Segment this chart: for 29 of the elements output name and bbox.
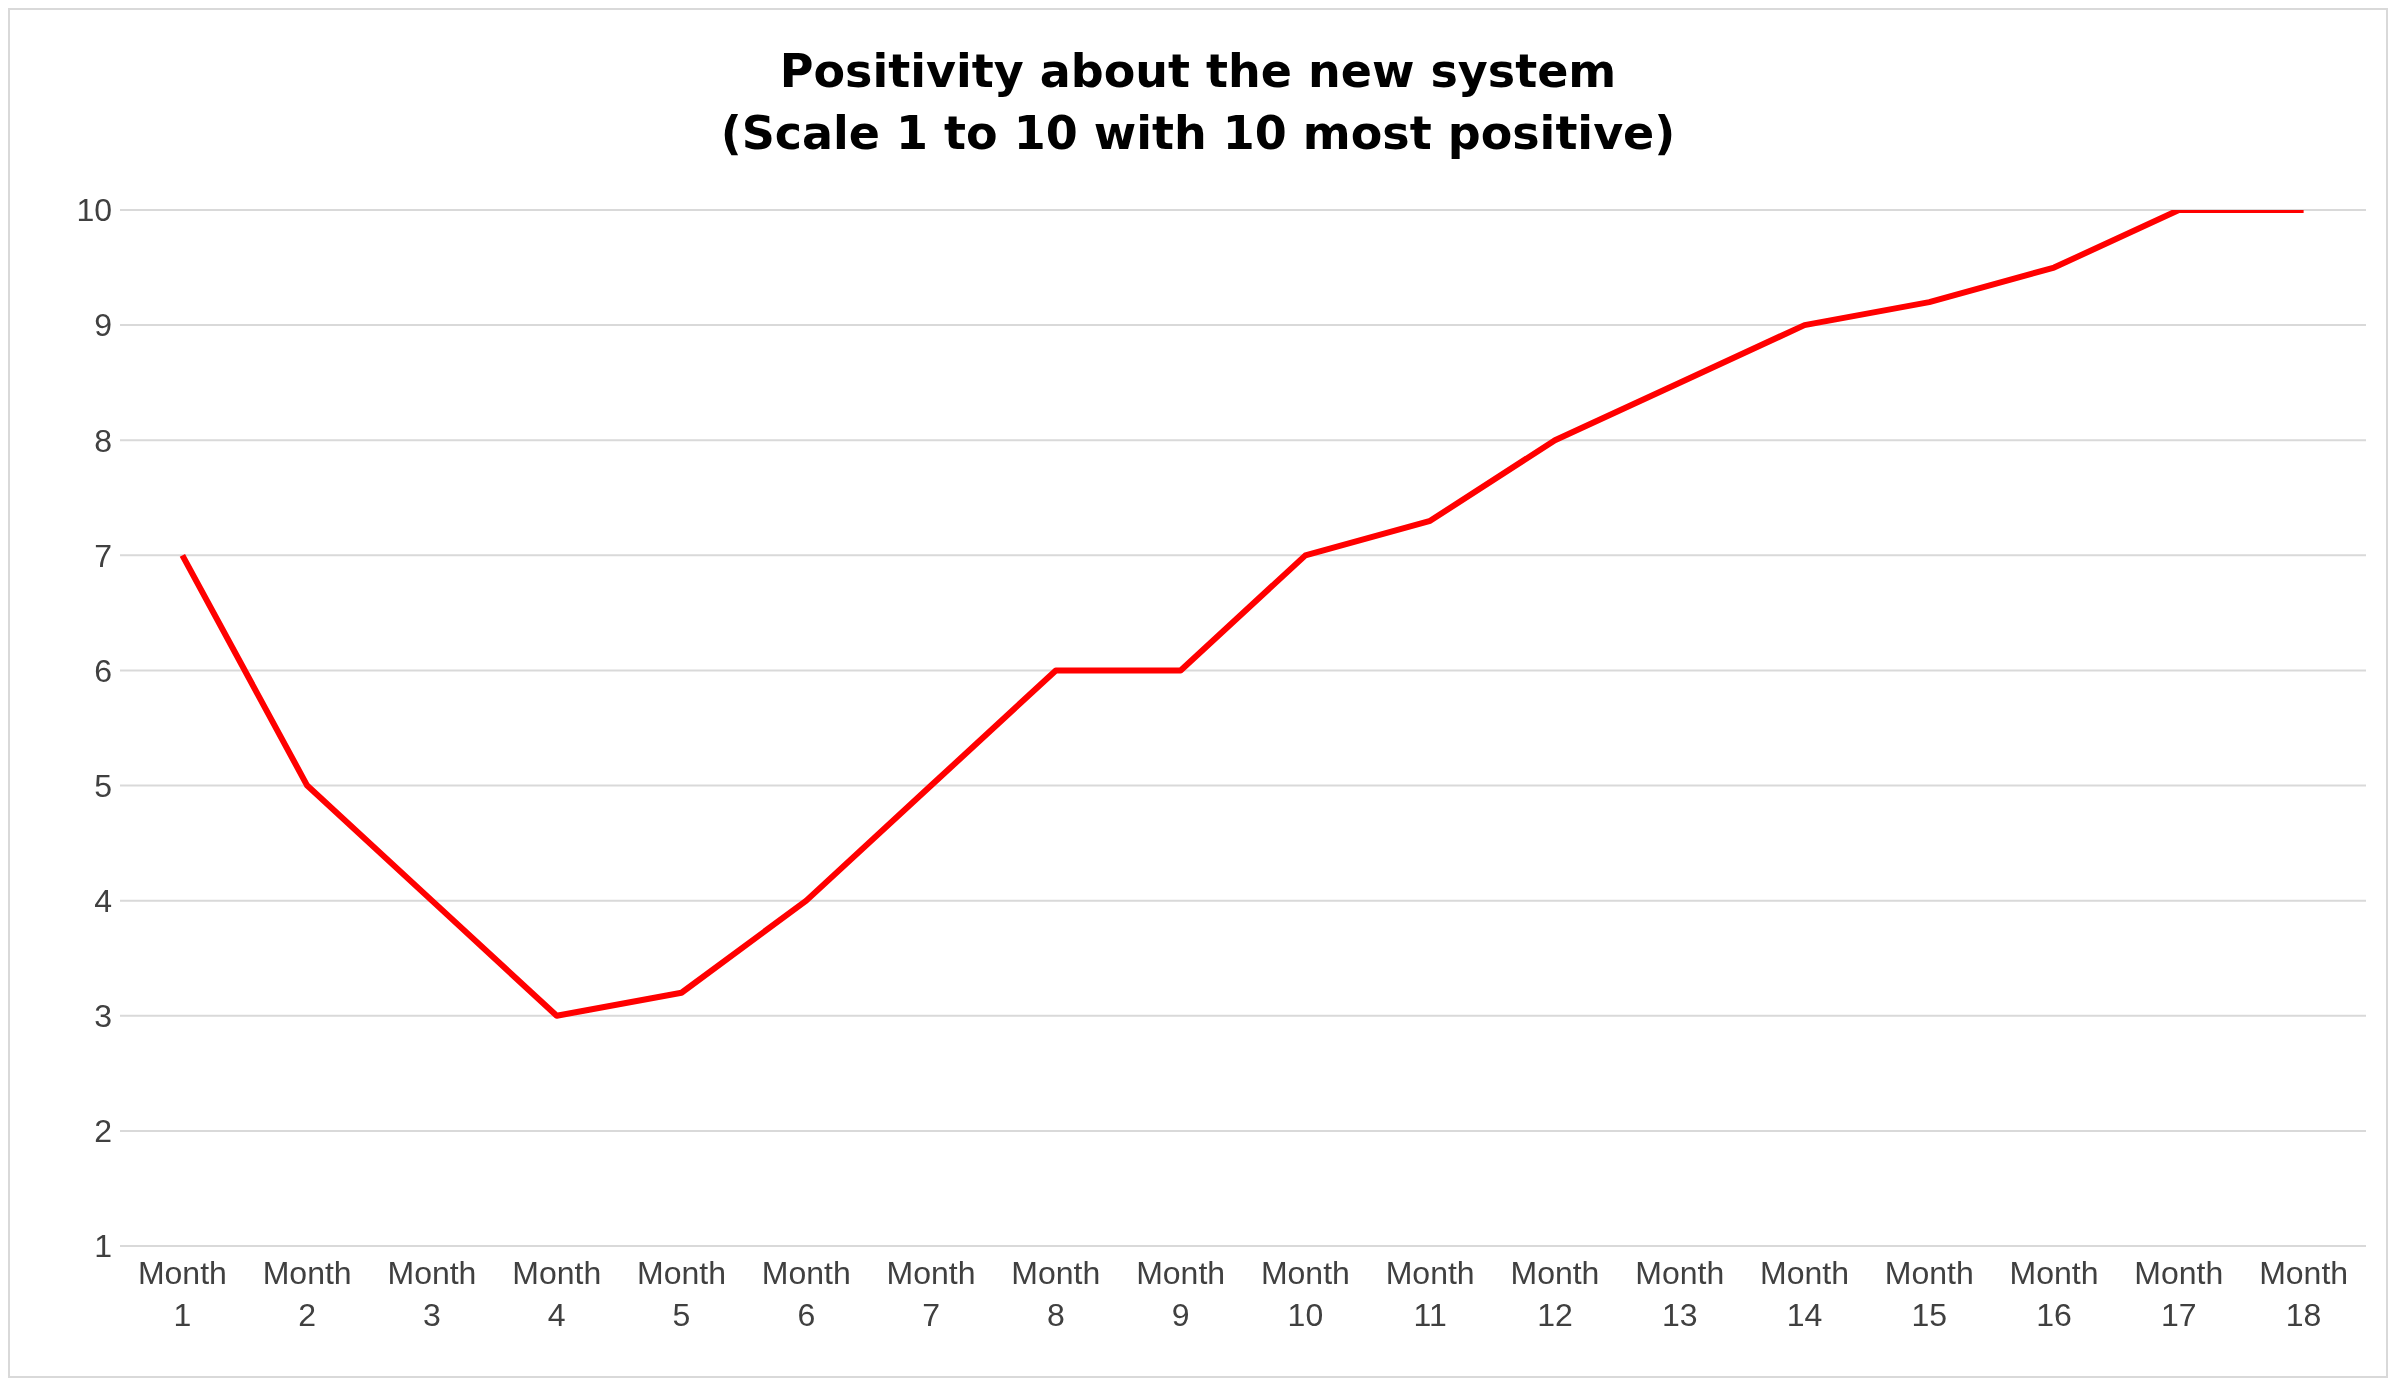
y-tick-label: 7 xyxy=(94,537,112,574)
y-tick-label: 6 xyxy=(94,652,112,689)
y-tick-label: 10 xyxy=(76,192,112,229)
x-tick-label: Month 14 xyxy=(1760,1255,1849,1333)
x-tick-label: Month 18 xyxy=(2259,1255,2349,1333)
x-tick-label: Month 5 xyxy=(637,1255,726,1333)
x-tick-label: Month 12 xyxy=(1510,1255,1600,1333)
y-tick-label: 2 xyxy=(94,1113,112,1150)
x-tick-label: Month 15 xyxy=(1884,1255,1974,1333)
x-tick-label: Month 17 xyxy=(2134,1255,2224,1333)
x-tick-label: Month 7 xyxy=(886,1255,976,1333)
x-tick-label: Month 2 xyxy=(262,1255,352,1333)
y-tick-label: 4 xyxy=(94,883,112,920)
y-tick-label: 5 xyxy=(94,767,112,804)
x-tick-label: Month 9 xyxy=(1136,1255,1226,1333)
x-tick-label: Month 4 xyxy=(512,1255,602,1333)
x-tick-label: Month 8 xyxy=(1011,1255,1101,1333)
x-tick-label: Month 13 xyxy=(1635,1255,1725,1333)
y-tick-label: 3 xyxy=(94,998,112,1035)
x-tick-label: Month 6 xyxy=(761,1255,851,1333)
x-tick-label: Month 3 xyxy=(387,1255,477,1333)
x-tick-label: Month 1 xyxy=(137,1255,227,1333)
x-tick-label: Month 16 xyxy=(2009,1255,2099,1333)
y-tick-label: 8 xyxy=(94,422,112,459)
chart-title: Positivity about the new system (Scale 1 to 10 with 10 most positive) xyxy=(719,43,1677,162)
x-tick-label: Month 10 xyxy=(1260,1255,1350,1333)
y-tick-label: 1 xyxy=(94,1228,112,1265)
x-tick-label: Month 11 xyxy=(1385,1255,1475,1333)
y-tick-label: 9 xyxy=(94,307,112,344)
